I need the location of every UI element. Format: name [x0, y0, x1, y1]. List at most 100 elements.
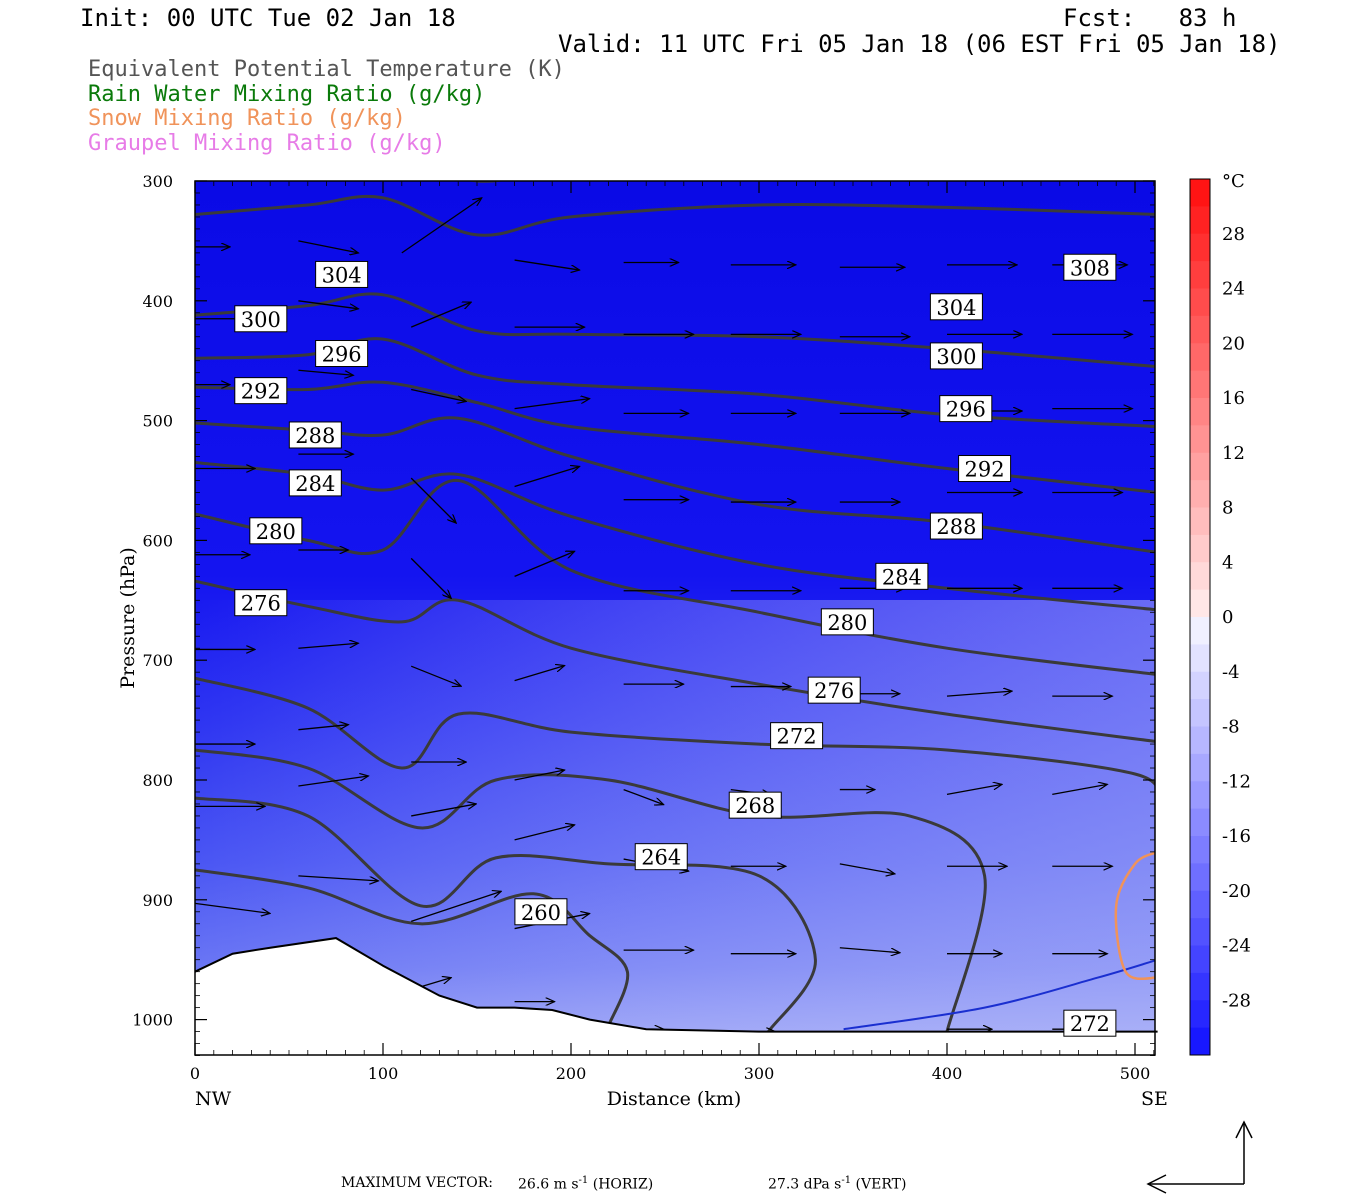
wind-vector [839, 863, 895, 874]
contour-label: 292 [241, 380, 281, 404]
contour-label: 268 [735, 794, 775, 818]
wind-vector [410, 557, 451, 598]
colorbar-swatch [1190, 753, 1210, 782]
colorbar-label: 8 [1222, 498, 1233, 519]
x-tick-label: 500 [1120, 1064, 1151, 1083]
colorbar-swatch [1190, 315, 1210, 344]
colorbar-swatch [1190, 480, 1210, 508]
colorbar-swatch [1190, 534, 1210, 563]
max-vector-horiz: 26.6 m s-1 (HORIZ) [518, 1175, 654, 1193]
theta-e-contour-268 [195, 748, 987, 1032]
y-axis-title: Pressure (hPa) [117, 547, 139, 689]
colorbar-frame [1189, 178, 1211, 1056]
contour-label: 296 [946, 398, 986, 422]
x-axis-title: Distance (km) [607, 1088, 742, 1110]
y-tick-label: 600 [142, 531, 173, 550]
colorbar-swatch [1190, 370, 1210, 399]
contour-label: 276 [814, 679, 854, 703]
colorbar-label: -24 [1222, 936, 1251, 957]
y-tick-label: 800 [142, 771, 173, 790]
y-tick-label: 400 [142, 292, 173, 311]
wind-vector [839, 947, 900, 953]
terrain-outline [194, 937, 1158, 1033]
contour-label: 284 [882, 565, 922, 589]
wind-vector [401, 198, 482, 254]
wind-vector [298, 240, 358, 253]
colorbar-label: 28 [1222, 224, 1245, 245]
theta-e-contour-264 [195, 796, 817, 1033]
wind-vector [410, 665, 461, 686]
wind-vector [298, 776, 368, 787]
colorbar-swatch [1190, 781, 1210, 810]
max-vector-label: MAXIMUM VECTOR: [341, 1175, 493, 1191]
valid-time-label: Valid: 11 UTC Fri 05 Jan 18 (06 EST Fri … [558, 30, 1281, 58]
wind-vector [514, 399, 590, 410]
wind-vector [298, 300, 358, 309]
x-tick-label: 100 [368, 1064, 399, 1083]
terrain-fill [195, 938, 1158, 1055]
contour-label-box [1063, 1009, 1117, 1037]
contour-label: 284 [295, 472, 335, 496]
y-tick-label: 700 [142, 651, 173, 670]
wind-vector [195, 902, 270, 913]
colorbar-swatch [1190, 863, 1210, 892]
colorbar-label: 20 [1222, 333, 1245, 354]
contour-label-box [875, 562, 929, 590]
contour-label-box [929, 293, 983, 321]
contour-label-box [234, 305, 288, 333]
colorbar-label: -20 [1222, 881, 1251, 902]
legend-graupel: Graupel Mixing Ratio (g/kg) [88, 131, 446, 156]
colorbar-label: 12 [1222, 443, 1245, 464]
theta-e-contour-308 [466, 181, 505, 183]
wind-vector [623, 788, 664, 805]
init-time-label: Init: 00 UTC Tue 02 Jan 18 [80, 4, 456, 32]
x-tick-label: 200 [556, 1064, 587, 1083]
max-vector-vert: 27.3 dPa s-1 (VERT) [768, 1175, 907, 1193]
contour-label-box [1063, 253, 1117, 281]
y-tick-label: 300 [142, 172, 173, 191]
wind-vector [411, 804, 476, 817]
contour-label-box [929, 512, 983, 540]
theta-e-contour-272 [195, 676, 1155, 787]
colorbar-swatch [1190, 671, 1210, 700]
colorbar-label: 4 [1222, 552, 1233, 573]
theta-e-contour-292 [195, 380, 1155, 494]
contour-label: 276 [241, 592, 281, 616]
contour-label: 300 [936, 345, 976, 369]
contour-label: 280 [256, 520, 296, 544]
contour-label-box [315, 260, 369, 288]
contour-label-box [807, 676, 861, 704]
forecast-hour-label: Fcst: 83 h [1063, 4, 1237, 32]
colorbar-swatch [1190, 808, 1210, 837]
colorbar-swatch [1190, 1027, 1210, 1056]
wind-vector [946, 691, 1012, 697]
colorbar-swatch [1190, 452, 1210, 481]
colorbar-swatch [1190, 425, 1210, 454]
colorbar-swatch [1190, 918, 1210, 946]
colorbar-swatch [1190, 836, 1210, 864]
colorbar-label: -12 [1222, 771, 1251, 792]
wind-vector [298, 643, 358, 649]
wind-vector [514, 551, 575, 577]
legend-rain: Rain Water Mixing Ratio (g/kg) [88, 82, 486, 107]
reference-vector-icon [1146, 1120, 1253, 1194]
contour-label: 300 [241, 308, 281, 332]
contour-label: 272 [1070, 1012, 1110, 1036]
contour-label: 260 [521, 901, 561, 925]
snow-mixing-ratio-contour [1114, 851, 1155, 981]
colorbar-label: -8 [1222, 717, 1240, 738]
contour-label-box [249, 517, 303, 545]
colorbar-swatch [1190, 507, 1210, 536]
colorbar-swatch [1190, 398, 1210, 426]
colorbar-label: -28 [1222, 990, 1251, 1011]
wind-vector [514, 259, 580, 270]
colorbar-swatch [1190, 261, 1210, 289]
y-tick-label: 1000 [132, 1011, 173, 1030]
contour-label-box [728, 791, 782, 819]
colorbar-unit: °C [1222, 171, 1245, 192]
wind-vector [410, 477, 456, 523]
contour-label: 288 [936, 515, 976, 539]
contour-label: 264 [641, 846, 681, 870]
contour-label: 304 [322, 263, 362, 287]
